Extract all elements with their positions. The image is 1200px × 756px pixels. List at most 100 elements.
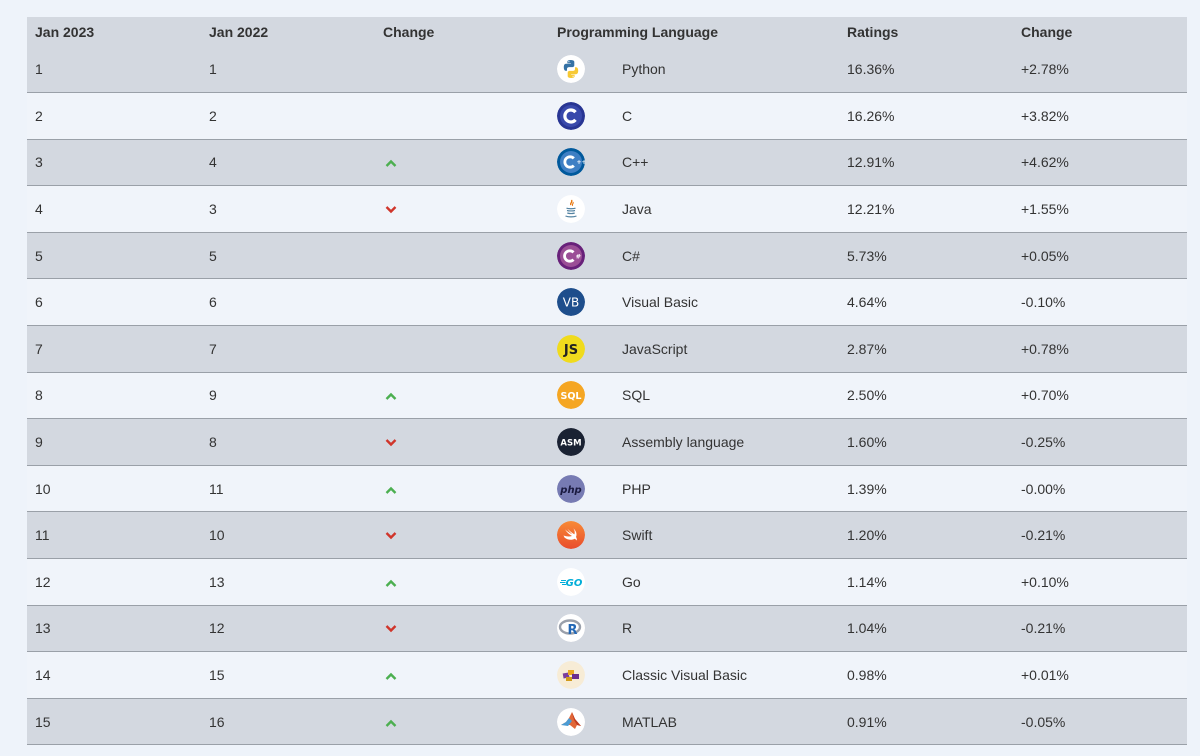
table-row[interactable]: 2 2 C 16.26% +3.82% <box>27 92 1187 140</box>
classic-visual-basic-icon <box>557 661 585 690</box>
rating-change-value: +0.70% <box>1021 387 1069 404</box>
rank-jan-2022: 1 <box>209 61 217 78</box>
ranking-table: Jan 2023 Jan 2022 Change Programming Lan… <box>27 17 1187 745</box>
javascript-icon: JS <box>557 334 585 363</box>
rank-jan-2022: 7 <box>209 340 217 357</box>
table-row[interactable]: 11 10 Swift 1.20% -0.21% <box>27 511 1187 559</box>
language-name[interactable]: Java <box>622 201 652 218</box>
rank-jan-2023: 15 <box>35 713 51 730</box>
arrow-up-icon <box>385 574 397 590</box>
language-name[interactable]: MATLAB <box>622 713 677 730</box>
rank-change-cell <box>375 279 549 326</box>
language-name[interactable]: Go <box>622 573 641 590</box>
language-name[interactable]: Swift <box>622 527 653 544</box>
language-cell: Classic Visual Basic <box>549 652 839 699</box>
table-row[interactable]: 13 12 R R 1.04% -0.21% <box>27 605 1187 652</box>
rank-jan-2022: 4 <box>209 154 217 171</box>
table-row[interactable]: 9 8 ASM Assembly language 1.60% -0.25% <box>27 418 1187 466</box>
language-name[interactable]: PHP <box>622 480 651 497</box>
language-name[interactable]: SQL <box>622 387 651 404</box>
rating-change-value: -0.05% <box>1021 713 1066 730</box>
language-name[interactable]: JavaScript <box>622 340 688 357</box>
rank-change-cell <box>375 139 549 186</box>
rank-jan-2022: 9 <box>209 387 217 404</box>
rating-value: 1.04% <box>847 620 887 637</box>
rating-value: 12.91% <box>847 154 895 171</box>
rank-change-cell <box>375 605 549 652</box>
rank-jan-2022: 16 <box>209 713 225 730</box>
rank-change-cell <box>375 559 549 606</box>
table-row[interactable]: 3 4 ++ C++ 12.91% +4.62% <box>27 139 1187 186</box>
svg-text:JS: JS <box>563 343 578 358</box>
rating-change-value: -0.21% <box>1021 620 1066 637</box>
php-icon: php <box>557 474 585 503</box>
arrow-down-icon <box>385 527 397 543</box>
rank-jan-2023: 13 <box>35 620 51 637</box>
c-icon <box>557 101 585 130</box>
language-name[interactable]: Classic Visual Basic <box>622 667 748 684</box>
tiobe-index-table-container: Jan 2023 Jan 2022 Change Programming Lan… <box>27 17 1187 745</box>
table-row[interactable]: 4 3 Java 12.21% +1.55% <box>27 185 1187 233</box>
svg-text:++: ++ <box>577 160 586 167</box>
rank-change-cell <box>375 372 549 419</box>
table-body: 1 1 Python 16.36% +2.78% 2 2 <box>27 46 1187 745</box>
rating-value: 1.14% <box>847 573 887 590</box>
header-change-rating[interactable]: Change <box>1021 23 1073 40</box>
header-ratings[interactable]: Ratings <box>847 23 899 40</box>
svg-text:R: R <box>567 623 577 638</box>
table-row[interactable]: 15 16 MATLAB 0.91% -0.05% <box>27 698 1187 745</box>
rank-jan-2023: 2 <box>35 107 43 124</box>
rating-change-value: -0.00% <box>1021 480 1066 497</box>
language-name[interactable]: C# <box>622 247 640 264</box>
language-name[interactable]: Assembly language <box>622 434 745 451</box>
language-name[interactable]: R <box>622 620 633 637</box>
table-row[interactable]: 14 15 Classic Visual Basic 0.98% +0.01% <box>27 651 1187 699</box>
svg-text:VB: VB <box>563 296 579 310</box>
rank-jan-2022: 8 <box>209 434 217 451</box>
rank-change-cell <box>375 326 549 373</box>
rating-value: 16.26% <box>847 107 895 124</box>
table-row[interactable]: 1 1 Python 16.36% +2.78% <box>27 46 1187 93</box>
language-cell: GO Go <box>549 559 839 606</box>
header-jan-2023[interactable]: Jan 2023 <box>35 23 95 40</box>
rating-value: 0.98% <box>847 667 887 684</box>
rank-jan-2022: 5 <box>209 247 217 264</box>
header-change-rank[interactable]: Change <box>383 23 435 40</box>
language-name[interactable]: Python <box>622 61 666 78</box>
svg-text:GO: GO <box>566 578 583 589</box>
table-row[interactable]: 8 9 SQL SQL 2.50% +0.70% <box>27 372 1187 419</box>
language-name[interactable]: C++ <box>622 154 649 171</box>
rank-jan-2022: 15 <box>209 667 225 684</box>
rank-jan-2023: 7 <box>35 340 43 357</box>
language-name[interactable]: Visual Basic <box>622 294 699 311</box>
rank-jan-2022: 10 <box>209 527 225 544</box>
rating-value: 1.39% <box>847 480 887 497</box>
language-cell: R R <box>549 605 839 652</box>
rank-jan-2023: 14 <box>35 667 51 684</box>
rank-jan-2022: 12 <box>209 620 225 637</box>
header-programming-language[interactable]: Programming Language <box>557 23 719 40</box>
rank-jan-2023: 4 <box>35 201 43 218</box>
language-cell: # C# <box>549 232 839 279</box>
header-jan-2022[interactable]: Jan 2022 <box>209 23 269 40</box>
arrow-up-icon <box>385 154 397 170</box>
rating-change-value: +0.78% <box>1021 340 1069 357</box>
table-row[interactable]: 7 7 JS JavaScript 2.87% +0.78% <box>27 325 1187 373</box>
table-row[interactable]: 5 5 # C# 5.73% +0.05% <box>27 232 1187 279</box>
language-name[interactable]: C <box>622 107 633 124</box>
rank-jan-2023: 8 <box>35 387 43 404</box>
table-row[interactable]: 10 11 php PHP 1.39% -0.00% <box>27 465 1187 512</box>
csharp-icon: # <box>557 241 585 270</box>
arrow-up-icon <box>385 481 397 497</box>
rank-jan-2023: 12 <box>35 573 51 590</box>
arrow-up-icon <box>385 387 397 403</box>
rank-change-cell <box>375 465 549 512</box>
rank-change-cell <box>375 46 549 93</box>
language-cell: MATLAB <box>549 698 839 745</box>
rank-jan-2022: 6 <box>209 294 217 311</box>
rating-change-value: +2.78% <box>1021 61 1069 78</box>
table-row[interactable]: 6 6 VB Visual Basic 4.64% -0.10% <box>27 278 1187 326</box>
arrow-down-icon <box>385 620 397 636</box>
rating-value: 12.21% <box>847 201 895 218</box>
table-row[interactable]: 12 13 GO Go 1.14% +0.10% <box>27 558 1187 606</box>
